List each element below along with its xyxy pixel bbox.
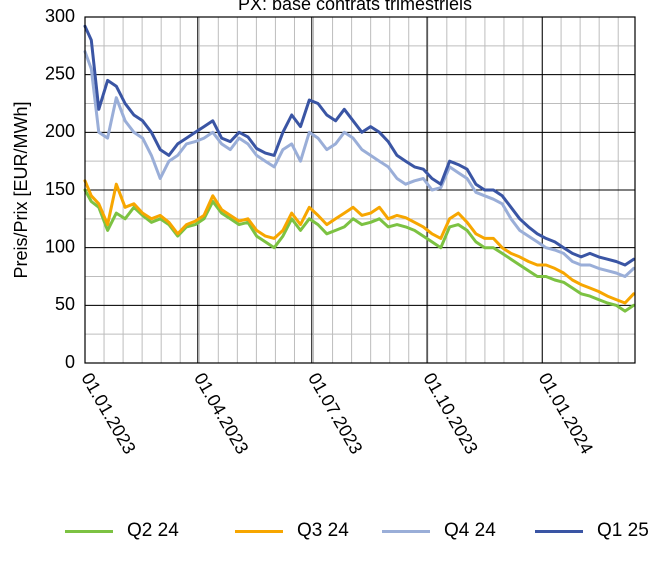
chart-series xyxy=(83,24,636,313)
chart-grid xyxy=(84,16,635,364)
y-axis-label: Preis/Prix [EUR/MWh] xyxy=(11,101,31,278)
y-tick-label: 150 xyxy=(45,179,75,199)
chart-title: PX: base contrats trimestriels xyxy=(238,0,472,14)
y-tick-label: 50 xyxy=(55,294,75,314)
x-tick-label: 01.04.2023 xyxy=(190,369,252,457)
legend-swatch xyxy=(235,529,283,533)
legend-label: Q2 24 xyxy=(127,520,179,541)
x-axis-ticks: 01.01.2023 01.04.2023 01.07.2023 01.10.2023… xyxy=(77,369,597,457)
legend-label: Q4 24 xyxy=(444,520,496,541)
plot-frame xyxy=(84,16,636,364)
legend-swatch xyxy=(382,529,430,533)
chart-legend: Q2 24 Q3 24 Q4 24 Q1 25 xyxy=(0,520,660,554)
y-tick-label: 0 xyxy=(65,352,75,372)
line-chart: PX: base contrats trimestriels 0 50 100 150… xyxy=(11,0,636,457)
legend-label: Q3 24 xyxy=(297,520,349,541)
y-tick-label: 200 xyxy=(45,121,75,141)
legend-item: Q4 24 xyxy=(382,520,496,542)
x-tick-label: 01.10.2023 xyxy=(419,369,481,457)
legend-swatch xyxy=(65,529,113,533)
x-tick-label: 01.01.2024 xyxy=(535,369,597,457)
x-tick-label: 01.01.2023 xyxy=(77,369,139,457)
y-tick-label: 300 xyxy=(45,6,75,26)
series-line-q3-24 xyxy=(83,179,636,305)
series-line-q4-24 xyxy=(83,50,636,278)
series-line-q1-25 xyxy=(83,24,636,267)
y-tick-label: 100 xyxy=(45,236,75,256)
y-axis-ticks: 0 50 100 150 200 250 300 xyxy=(45,6,75,372)
legend-item: Q1 25 xyxy=(535,520,649,542)
y-tick-label: 250 xyxy=(45,63,75,83)
legend-label: Q1 25 xyxy=(597,520,649,541)
legend-item: Q2 24 xyxy=(65,520,179,542)
legend-item: Q3 24 xyxy=(235,520,349,542)
legend-swatch xyxy=(535,529,583,533)
x-tick-label: 01.07.2023 xyxy=(304,369,366,457)
